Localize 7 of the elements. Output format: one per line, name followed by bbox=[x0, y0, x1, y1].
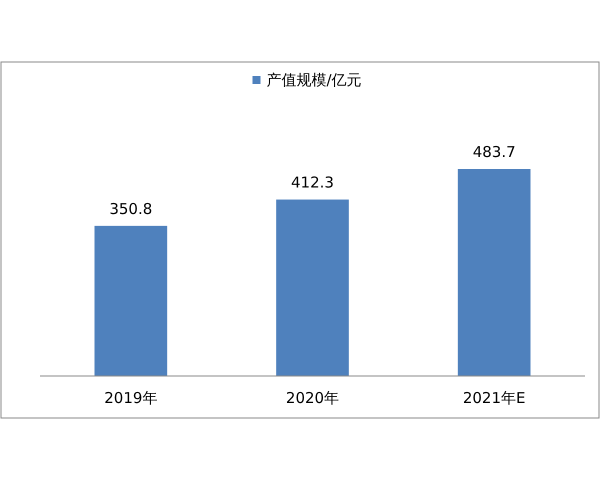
legend-label: 产值规模/亿元 bbox=[266, 71, 362, 89]
x-tick-label: 2019年 bbox=[104, 389, 158, 407]
x-tick-label: 2021年E bbox=[462, 389, 526, 407]
data-label: 483.7 bbox=[472, 143, 516, 161]
data-label: 350.8 bbox=[109, 200, 152, 218]
data-label: 412.3 bbox=[291, 174, 334, 192]
x-tick-label: 2020年 bbox=[286, 389, 340, 407]
